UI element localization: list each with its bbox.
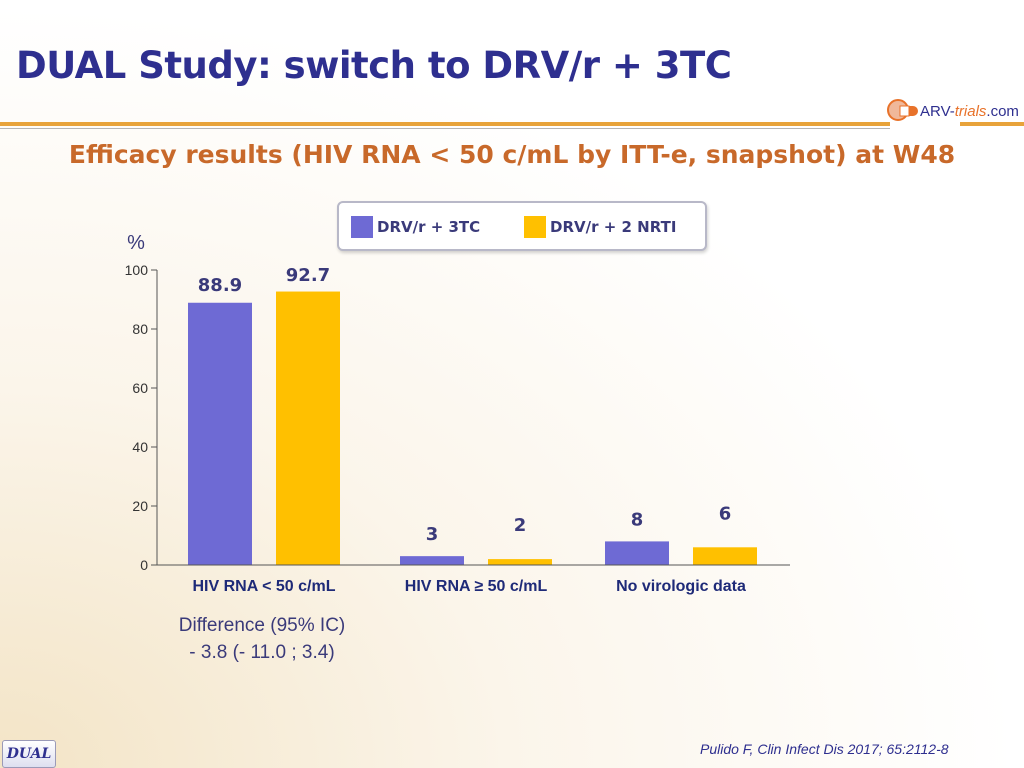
logo-text: ARV-trials.com	[920, 103, 1019, 120]
title-divider-right	[960, 122, 1024, 126]
logo-capsule-icon	[887, 99, 918, 121]
bar-drv-2nrti-1	[488, 559, 552, 565]
legend-item-drv-3tc: DRV/r + 3TC	[351, 216, 480, 238]
chart-legend: DRV/r + 3TC DRV/r + 2 NRTI	[337, 201, 707, 251]
difference-label: Difference (95% IC)	[178, 615, 346, 636]
logo-brand-suffix: .com	[986, 102, 1019, 120]
difference-value: - 3.8 (- 11.0 ; 3.4)	[189, 642, 335, 663]
y-tick-label-40: 40	[132, 439, 148, 455]
legend-item-drv-2nrti: DRV/r + 2 NRTI	[524, 216, 676, 238]
legend-swatch-drv-2nrti	[524, 216, 546, 238]
y-tick-label-80: 80	[132, 321, 148, 337]
arv-trials-logo: ARV-trials.com	[886, 98, 1019, 124]
bar-value-label-drv-3tc-2: 8	[631, 509, 644, 530]
bar-value-label-drv-3tc-1: 3	[426, 524, 439, 545]
difference-box: Difference (95% IC) - 3.8 (- 11.0 ; 3.4)	[140, 612, 384, 666]
category-label-2: No virologic data	[616, 578, 746, 595]
y-tick-label-0: 0	[140, 557, 148, 573]
legend-swatch-drv-3tc	[351, 216, 373, 238]
bar-value-label-drv-2nrti-0: 92.7	[286, 265, 330, 286]
bar-drv-2nrti-2	[693, 547, 757, 565]
legend-label-drv-2nrti: DRV/r + 2 NRTI	[550, 218, 677, 236]
y-tick-label-100: 100	[125, 262, 149, 278]
category-label-0: HIV RNA < 50 c/mL	[192, 578, 335, 595]
category-label-1: HIV RNA ≥ 50 c/mL	[405, 578, 548, 595]
slide-subtitle: Efficacy results (HIV RNA < 50 c/mL by I…	[68, 140, 956, 169]
citation: Pulido F, Clin Infect Dis 2017; 65:2112-…	[700, 741, 949, 757]
bar-drv-2nrti-0	[276, 291, 340, 565]
bar-drv-3tc-0	[188, 302, 252, 565]
bar-value-label-drv-3tc-0: 88.9	[198, 275, 242, 296]
bar-drv-3tc-1	[400, 556, 464, 565]
legend-label-drv-3tc: DRV/r + 3TC	[377, 218, 481, 236]
logo-brand: ARV-	[920, 102, 955, 120]
study-badge: DUAL	[2, 740, 56, 768]
y-tick-label-20: 20	[132, 498, 148, 514]
logo-brand-highlight: trials	[954, 102, 987, 120]
y-axis-label: %	[127, 232, 145, 254]
y-tick-label-60: 60	[132, 380, 148, 396]
bar-value-label-drv-2nrti-1: 2	[514, 515, 527, 536]
title-divider-thin	[0, 128, 890, 129]
title-divider	[0, 122, 890, 126]
bar-value-label-drv-2nrti-2: 6	[719, 503, 732, 524]
slide-title: DUAL Study: switch to DRV/r + 3TC	[16, 44, 732, 87]
bar-drv-3tc-2	[605, 541, 669, 565]
